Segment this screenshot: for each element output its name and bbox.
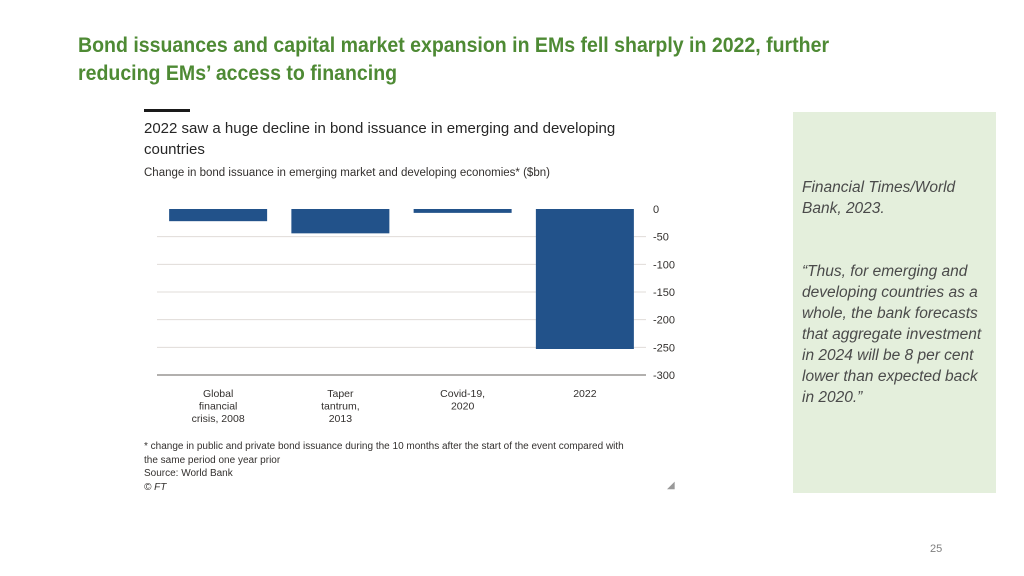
bar	[169, 209, 268, 222]
y-tick-label: -50	[653, 232, 669, 244]
x-tick-label: Taper tantrum, 2013	[321, 388, 360, 425]
quote-panel: Financial Times/World Bank, 2023. “Thus,…	[793, 112, 996, 493]
y-tick-label: -250	[653, 342, 675, 354]
bar	[291, 209, 390, 234]
y-tick-label: -300	[653, 370, 675, 382]
chart-header-rule	[144, 109, 190, 112]
x-tick-label: 2022	[573, 388, 597, 400]
y-tick-label: -200	[653, 315, 675, 327]
x-tick-label: Global financial crisis, 2008	[192, 388, 245, 425]
chart-subtitle: Change in bond issuance in emerging mark…	[144, 167, 550, 179]
resize-grip-icon: ◢	[667, 480, 675, 491]
chart-footnote: * change in public and private bond issu…	[144, 440, 664, 494]
x-tick-label: Covid-19, 2020	[440, 388, 485, 413]
page-number: 25	[930, 543, 943, 555]
chart-title: 2022 saw a huge decline in bond issuance…	[144, 120, 616, 158]
quote-source: Financial Times/World Bank, 2023.	[802, 179, 956, 217]
y-tick-label: 0	[653, 204, 659, 216]
bar	[413, 209, 512, 213]
y-tick-label: -150	[653, 287, 675, 299]
y-tick-label: -100	[653, 259, 675, 271]
chart-credit: © FT	[144, 481, 167, 493]
bar	[535, 209, 634, 349]
footnote-line: the same period one year prior	[144, 454, 281, 466]
slide-title: Bond issuances and capital market expans…	[78, 34, 830, 85]
footnote-source: Source: World Bank	[144, 468, 233, 479]
quote-text: “Thus, for emerging and developing count…	[802, 263, 982, 406]
footnote-line: * change in public and private bond issu…	[144, 441, 624, 452]
